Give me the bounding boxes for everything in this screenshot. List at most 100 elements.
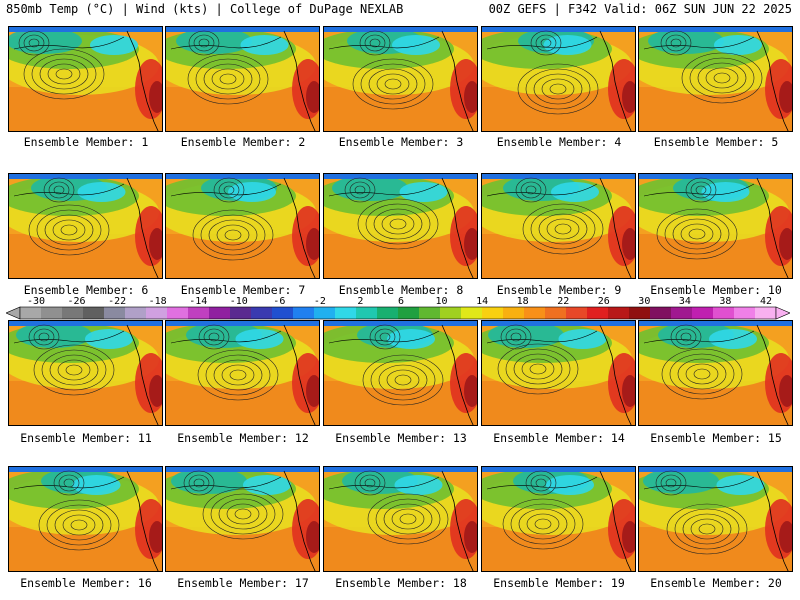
temperature-map: [166, 321, 319, 425]
ensemble-map-panel: [165, 173, 320, 279]
ensemble-member-label: Ensemble Member: 1: [23, 135, 149, 149]
colorbar-swatch: [293, 307, 315, 319]
colorbar-tick: 30: [638, 296, 651, 307]
map-title: 850mb Temp (°C) | Wind (kts) | College o…: [6, 2, 404, 16]
ensemble-member-label: Ensemble Member: 5: [653, 135, 779, 149]
colorbar-swatch: [125, 307, 147, 319]
ensemble-member-label: Ensemble Member: 15: [650, 431, 782, 445]
colorbar-swatch: [398, 307, 420, 319]
ensemble-map-panel: [8, 320, 163, 426]
ensemble-member-label: Ensemble Member: 13: [335, 431, 467, 445]
temperature-map: [9, 467, 162, 571]
ensemble-member-label: Ensemble Member: 7: [180, 283, 306, 297]
colorbar-swatch: [251, 307, 273, 319]
temperature-map: [639, 27, 792, 131]
ensemble-map-panel: [165, 26, 320, 132]
colorbar-swatch: [20, 307, 42, 319]
temperature-map: [166, 174, 319, 278]
colorbar-swatch: [713, 307, 735, 319]
ensemble-map-panel: [323, 466, 478, 572]
ensemble-map-panel: [638, 466, 793, 572]
temperature-map: [324, 27, 477, 131]
colorbar-swatch: [62, 307, 84, 319]
colorbar-swatch: [83, 307, 105, 319]
ensemble-map-panel: [323, 173, 478, 279]
colorbar-tick: -26: [67, 296, 86, 307]
colorbar-tick: 34: [678, 296, 691, 307]
colorbar-swatch: [755, 307, 777, 319]
colorbar-tick: -6: [273, 296, 286, 307]
colorbar-tick: -22: [108, 296, 127, 307]
ensemble-member-label: Ensemble Member: 18: [335, 576, 467, 590]
ensemble-map-panel: [8, 466, 163, 572]
colorbar-swatch: [419, 307, 441, 319]
ensemble-map-panel: [165, 320, 320, 426]
ensemble-map-panel: [638, 320, 793, 426]
temperature-map: [166, 467, 319, 571]
colorbar-tick: 22: [557, 296, 570, 307]
colorbar-swatch: [461, 307, 483, 319]
colorbar-tick: -18: [148, 296, 167, 307]
ensemble-member-label: Ensemble Member: 6: [23, 283, 149, 297]
colorbar-swatch: [146, 307, 168, 319]
temperature-map: [324, 174, 477, 278]
colorbar-tick: 42: [759, 296, 773, 307]
colorbar-swatch: [503, 307, 525, 319]
colorbar-tick: 14: [476, 296, 489, 307]
temperature-map: [639, 321, 792, 425]
temperature-colorbar: [6, 306, 790, 320]
temperature-map: [639, 467, 792, 571]
colorbar-tick: -30: [26, 296, 46, 307]
ensemble-map-panel: [481, 26, 636, 132]
colorbar-swatch: [440, 307, 462, 319]
colorbar-swatch: [671, 307, 693, 319]
ensemble-member-label: Ensemble Member: 4: [496, 135, 622, 149]
temperature-map: [482, 321, 635, 425]
colorbar-swatch: [272, 307, 294, 319]
colorbar-tick: 2: [357, 296, 364, 307]
colorbar-swatch: [482, 307, 504, 319]
colorbar-swatch: [104, 307, 126, 319]
colorbar-swatch: [314, 307, 336, 319]
colorbar-swatch: [41, 307, 63, 319]
temperature-map: [482, 27, 635, 131]
model-run-info: 00Z GEFS | F342 Valid: 06Z SUN JUN 22 20…: [488, 2, 792, 16]
ensemble-member-label: Ensemble Member: 14: [493, 431, 625, 445]
colorbar-swatch: [629, 307, 651, 319]
colorbar-tick: -10: [229, 296, 248, 307]
ensemble-map-panel: [323, 26, 478, 132]
temperature-map: [166, 27, 319, 131]
colorbar-swatch: [524, 307, 546, 319]
colorbar-swatch: [587, 307, 609, 319]
colorbar-swatch: [734, 307, 756, 319]
ensemble-member-label: Ensemble Member: 10: [650, 283, 782, 297]
ensemble-map-panel: [8, 26, 163, 132]
ensemble-map-panel: [481, 320, 636, 426]
ensemble-member-label: Ensemble Member: 20: [650, 576, 782, 590]
ensemble-member-label: Ensemble Member: 16: [20, 576, 152, 590]
temperature-map: [9, 27, 162, 131]
temperature-map: [639, 174, 792, 278]
colorbar-swatch: [566, 307, 588, 319]
temperature-map: [324, 321, 477, 425]
ensemble-map-panel: [323, 320, 478, 426]
colorbar-swatch: [209, 307, 231, 319]
colorbar-swatch: [692, 307, 714, 319]
colorbar-tick: 38: [719, 296, 732, 307]
colorbar-swatch: [356, 307, 378, 319]
temperature-map: [9, 321, 162, 425]
ensemble-member-label: Ensemble Member: 17: [177, 576, 309, 590]
ensemble-member-label: Ensemble Member: 2: [180, 135, 306, 149]
colorbar-max-arrow: [775, 306, 790, 320]
temperature-map: [324, 467, 477, 571]
temperature-map: [482, 174, 635, 278]
colorbar-tick: 18: [516, 296, 529, 307]
ensemble-map-panel: [165, 466, 320, 572]
colorbar-swatch: [545, 307, 567, 319]
ensemble-member-label: Ensemble Member: 9: [496, 283, 622, 297]
ensemble-member-label: Ensemble Member: 11: [20, 431, 152, 445]
colorbar-tick: -14: [189, 296, 208, 307]
ensemble-map-panel: [481, 173, 636, 279]
ensemble-member-label: Ensemble Member: 19: [493, 576, 625, 590]
colorbar-swatch: [167, 307, 189, 319]
